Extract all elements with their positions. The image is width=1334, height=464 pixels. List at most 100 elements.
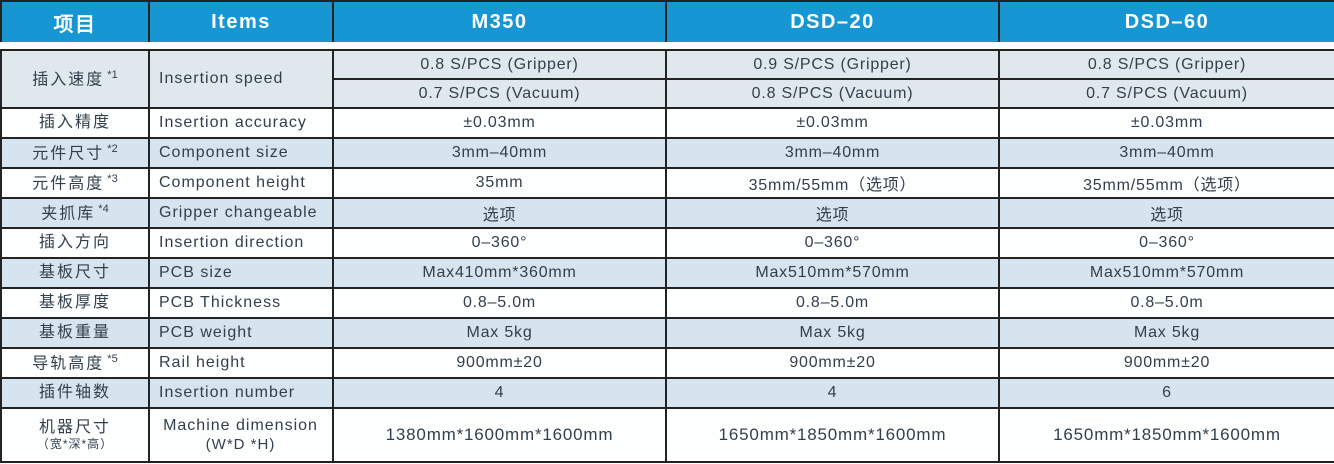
header-gap-cell bbox=[1, 42, 1334, 50]
label-cn-text-gripper-changeable: 夹抓库 bbox=[41, 205, 96, 223]
value-pcb-weight-dsd60: Max 5kg bbox=[998, 317, 1334, 349]
label-note-component-size: *2 bbox=[107, 143, 118, 156]
value-insertion-speed-dsd20: 0.9 S/PCS (Gripper) bbox=[665, 49, 1000, 80]
value-component-size-m350: 3mm–40mm bbox=[332, 137, 667, 169]
value-insertion-direction-dsd60: 0–360° bbox=[998, 227, 1334, 259]
label-en-text-insertion-speed: Insertion speed bbox=[159, 69, 284, 87]
label-cn-text-rail-height: 导轨高度 bbox=[32, 355, 105, 373]
label-en-text-insertion-accuracy: Insertion accuracy bbox=[159, 113, 307, 131]
value-insertion-speed-m350: 0.7 S/PCS (Vacuum) bbox=[332, 78, 667, 109]
value-insertion-number-dsd60: 6 bbox=[998, 377, 1334, 409]
value-component-height-dsd60: 35mm/55mm（选项） bbox=[998, 167, 1334, 199]
label-en-text-component-size: Component size bbox=[159, 143, 289, 161]
row-insertion-speed-2: 0.7 S/PCS (Vacuum) 0.8 S/PCS (Vacuum) 0.7 … bbox=[1, 78, 1334, 109]
value-machine-dimension-dsd60: 1650mm*1850mm*1600mm bbox=[998, 407, 1334, 463]
label-en-text-component-height: Component height bbox=[159, 173, 306, 191]
label-en-insertion-direction: Insertion direction bbox=[148, 227, 334, 259]
value-pcb-size-dsd60: Max510mm*570mm bbox=[998, 257, 1334, 289]
label-en-text-pcb-weight: PCB weight bbox=[159, 323, 253, 341]
label-en-insertion-number: Insertion number bbox=[148, 377, 334, 409]
label-en-text-pcb-size: PCB size bbox=[159, 263, 233, 281]
label-cn-pcb-weight: 基板重量 bbox=[0, 317, 150, 349]
label-cn-gripper-changeable: 夹抓库 *4 bbox=[0, 197, 150, 229]
label-en-text-rail-height: Rail height bbox=[159, 353, 246, 371]
header-col-items: Items bbox=[148, 0, 334, 42]
value-insertion-speed-dsd60: 0.7 S/PCS (Vacuum) bbox=[998, 78, 1334, 109]
label-en-pcb-weight: PCB weight bbox=[148, 317, 334, 349]
value-pcb-thickness-dsd60: 0.8–5.0m bbox=[998, 287, 1334, 319]
label-en-text-pcb-thickness: PCB Thickness bbox=[159, 293, 282, 311]
label-cn-insertion-accuracy: 插入精度 bbox=[0, 107, 150, 139]
label-cn-component-height: 元件高度 *3 bbox=[0, 167, 150, 199]
value-pcb-size-dsd20: Max510mm*570mm bbox=[665, 257, 1000, 289]
value-component-size-dsd60: 3mm–40mm bbox=[998, 137, 1334, 169]
label-en-insertion-speed: Insertion speed bbox=[148, 49, 334, 109]
row-insertion-direction: 插入方向 Insertion direction 0–360° 0–360° 0–360… bbox=[0, 227, 1334, 259]
value-insertion-accuracy-dsd60: ±0.03mm bbox=[998, 107, 1334, 139]
label-en-component-height: Component height bbox=[148, 167, 334, 199]
row-pcb-thickness: 基板厚度 PCB Thickness 0.8–5.0m 0.8–5.0m 0.8–5.0… bbox=[0, 287, 1334, 319]
value-insertion-number-dsd20: 4 bbox=[665, 377, 1000, 409]
label-en-sub-machine-dimension: (W*D *H) bbox=[205, 435, 276, 453]
label-cn-component-size: 元件尺寸 *2 bbox=[0, 137, 150, 169]
label-cn-sub-machine-dimension: （宽*深*高） bbox=[36, 436, 114, 451]
label-en-text-insertion-number: Insertion number bbox=[159, 383, 296, 401]
label-en-pcb-size: PCB size bbox=[148, 257, 334, 289]
value-insertion-speed-dsd60: 0.8 S/PCS (Gripper) bbox=[998, 49, 1334, 80]
value-machine-dimension-m350: 1380mm*1600mm*1600mm bbox=[332, 407, 667, 463]
label-cn-text-pcb-thickness: 基板厚度 bbox=[38, 294, 111, 312]
label-en-machine-dimension: Machine dimension (W*D *H) bbox=[148, 407, 334, 463]
value-pcb-thickness-m350: 0.8–5.0m bbox=[332, 287, 667, 319]
label-en-text-machine-dimension: Machine dimension bbox=[163, 417, 318, 435]
row-pcb-weight: 基板重量 PCB weight Max 5kg Max 5kg Max 5kg bbox=[0, 317, 1334, 349]
header-col-项目: 项目 bbox=[0, 0, 150, 42]
value-component-height-m350: 35mm bbox=[332, 167, 667, 199]
label-note-insertion-speed: *1 bbox=[107, 69, 118, 82]
row-insertion-accuracy: 插入精度 Insertion accuracy ±0.03mm ±0.03mm ±0.0… bbox=[0, 107, 1334, 139]
row-pcb-size: 基板尺寸 PCB size Max410mm*360mm Max510mm*570mm… bbox=[0, 257, 1334, 289]
label-en-component-size: Component size bbox=[148, 137, 334, 169]
label-cn-text-machine-dimension: 机器尺寸 bbox=[38, 419, 111, 437]
label-cn-text-insertion-speed: 插入速度 bbox=[32, 71, 105, 89]
label-cn-text-component-size: 元件尺寸 bbox=[32, 145, 105, 163]
row-insertion-speed-1: 插入速度 *1 Insertion speed 0.8 S/PCS (Gripper)… bbox=[0, 49, 1334, 109]
value-gripper-changeable-m350: 选项 bbox=[332, 197, 667, 229]
value-pcb-thickness-dsd20: 0.8–5.0m bbox=[665, 287, 1000, 319]
header-model-dsd60: DSD–60 bbox=[998, 0, 1334, 42]
value-insertion-direction-dsd20: 0–360° bbox=[665, 227, 1000, 259]
label-en-insertion-accuracy: Insertion accuracy bbox=[148, 107, 334, 139]
value-pcb-size-m350: Max410mm*360mm bbox=[332, 257, 667, 289]
label-cn-insertion-number: 插件轴数 bbox=[0, 377, 150, 409]
label-en-rail-height: Rail height bbox=[148, 347, 334, 379]
value-insertion-accuracy-m350: ±0.03mm bbox=[332, 107, 667, 139]
label-cn-insertion-speed: 插入速度 *1 bbox=[0, 49, 150, 109]
label-cn-insertion-direction: 插入方向 bbox=[0, 227, 150, 259]
row-rail-height: 导轨高度 *5 Rail height 900mm±20 900mm±20 900mm±2… bbox=[0, 347, 1334, 379]
row-component-size: 元件尺寸 *2 Component size 3mm–40mm 3mm–40mm 3mm–… bbox=[0, 137, 1334, 169]
label-cn-machine-dimension: 机器尺寸 （宽*深*高） bbox=[0, 407, 150, 463]
label-cn-text-insertion-accuracy: 插入精度 bbox=[38, 114, 111, 132]
header-gap bbox=[1, 42, 1334, 50]
value-insertion-speed-dsd20: 0.8 S/PCS (Vacuum) bbox=[665, 78, 1000, 109]
label-note-rail-height: *5 bbox=[107, 353, 118, 366]
value-gripper-changeable-dsd60: 选项 bbox=[998, 197, 1334, 229]
value-insertion-number-m350: 4 bbox=[332, 377, 667, 409]
value-pcb-weight-dsd20: Max 5kg bbox=[665, 317, 1000, 349]
value-insertion-accuracy-dsd20: ±0.03mm bbox=[665, 107, 1000, 139]
value-insertion-direction-m350: 0–360° bbox=[332, 227, 667, 259]
label-cn-rail-height: 导轨高度 *5 bbox=[0, 347, 150, 379]
label-cn-text-insertion-number: 插件轴数 bbox=[38, 384, 111, 402]
value-gripper-changeable-dsd20: 选项 bbox=[665, 197, 1000, 229]
label-cn-pcb-thickness: 基板厚度 bbox=[0, 287, 150, 319]
spec-table-body: 插入速度 *1 Insertion speed 0.8 S/PCS (Gripper)… bbox=[0, 49, 1334, 463]
row-component-height: 元件高度 *3 Component height 35mm 35mm/55mm（选项） 3… bbox=[0, 167, 1334, 199]
row-gripper-changeable: 夹抓库 *4 Gripper changeable 选项 选项 选项 bbox=[0, 197, 1334, 229]
header-row: 项目 Items M350 DSD–20 DSD–60 bbox=[0, 0, 1334, 42]
label-cn-text-component-height: 元件高度 bbox=[32, 175, 105, 193]
label-cn-text-pcb-weight: 基板重量 bbox=[38, 324, 111, 342]
label-en-text-gripper-changeable: Gripper changeable bbox=[159, 203, 318, 221]
value-rail-height-dsd60: 900mm±20 bbox=[998, 347, 1334, 379]
value-rail-height-m350: 900mm±20 bbox=[332, 347, 667, 379]
